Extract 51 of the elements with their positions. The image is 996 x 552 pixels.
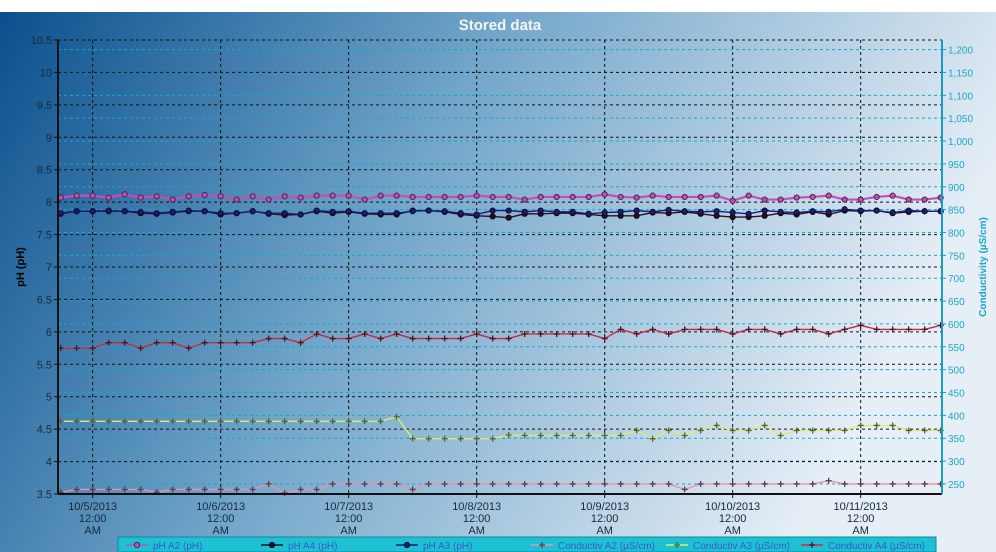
y2-tick-label: 950	[948, 160, 966, 171]
y-tick-label: 5	[46, 392, 52, 404]
y2-axis-title: Conductivity (µS/cm)	[978, 217, 989, 317]
y2-tick-label: 750	[948, 251, 966, 262]
y2-tick-label: 450	[948, 388, 966, 400]
y2-tick-label: 250	[948, 480, 966, 491]
x-tick-label: 10/6/2013 12:00 AM	[196, 501, 246, 537]
legend-label: pH A3 (pH)	[423, 541, 472, 552]
y-tick-label: 4	[46, 456, 52, 469]
y-tick-label: 7	[46, 262, 52, 274]
y2-tick-label: 1,200	[948, 46, 974, 57]
y-tick-label: 5.5	[36, 359, 52, 372]
y2-tick-label: 550	[948, 342, 966, 354]
y-tick-label: 8	[46, 197, 52, 210]
y2-tick-label: 700	[948, 274, 966, 286]
y2-tick-label: 300	[948, 457, 966, 468]
y2-tick-label: 600	[948, 320, 966, 331]
y-tick-label: 9.5	[36, 100, 52, 112]
y-tick-label: 7.5	[36, 230, 52, 242]
y2-tick-label: 850	[948, 206, 966, 217]
x-tick-label: 10/7/2013 12:00 AM	[324, 501, 374, 537]
x-tick-label: 10/11/2013 12:00 AM	[834, 501, 888, 537]
y2-tick-label: 800	[948, 228, 966, 240]
legend-label: pH A2 (pH)	[153, 541, 202, 552]
y2-tick-label: 1,100	[948, 91, 974, 102]
y-tick-label: 4.5	[36, 424, 52, 436]
legend-label: Conductiv A3 (µS/cm)	[693, 541, 790, 552]
y2-tick-label: 1,150	[948, 68, 974, 80]
x-tick-label: 10/5/2013 12:00 AM	[68, 501, 118, 537]
y2-tick-label: 1,000	[948, 137, 974, 148]
y2-tick-label: 500	[948, 366, 966, 377]
y-tick-label: 6	[46, 326, 52, 339]
y-axis-title: pH (pH)	[15, 246, 27, 287]
y2-tick-label: 350	[948, 434, 966, 446]
legend-label: Conductiv A2 (µS/cm)	[558, 541, 655, 552]
x-tick-label: 10/10/2013 12:00 AM	[705, 501, 760, 537]
x-tick-label: 10/8/2013 12:00 AM	[452, 501, 502, 537]
x-tick-label: 10/9/2013 12:00 AM	[580, 501, 630, 537]
y-tick-label: 9	[46, 132, 52, 144]
y-tick-label: 3.5	[36, 489, 52, 501]
legend-label: Conductiv A4 (µS/cm)	[828, 541, 925, 552]
y2-tick-label: 1,050	[948, 114, 974, 126]
y-tick-label: 8.5	[36, 164, 52, 177]
y-tick-label: 6.5	[36, 294, 52, 306]
y2-tick-label: 650	[948, 297, 966, 308]
chart-title: Stored data	[458, 17, 542, 34]
y-tick-label: 10	[40, 67, 52, 80]
y2-tick-label: 900	[948, 182, 966, 194]
legend-label: pH A4 (pH)	[288, 541, 338, 552]
y2-tick-label: 400	[948, 411, 966, 422]
y-tick-label: 10.5	[30, 35, 52, 47]
